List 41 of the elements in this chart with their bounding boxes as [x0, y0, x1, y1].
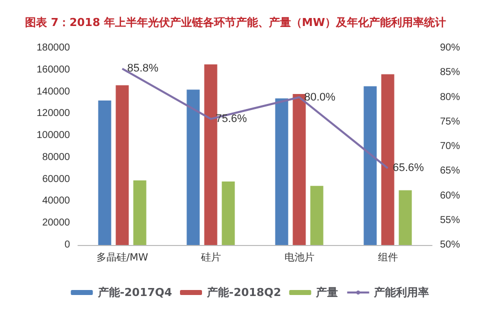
bar — [364, 86, 377, 245]
y-tick-label: 80000 — [42, 152, 70, 163]
y-tick-label: 120000 — [36, 108, 70, 120]
y2-tick-label: 85% — [440, 67, 460, 78]
bar — [292, 94, 306, 245]
bar — [186, 90, 200, 245]
bar — [275, 98, 288, 245]
y2-tick-label: 65% — [440, 166, 460, 177]
bar — [381, 74, 394, 245]
data-label: 85.8% — [127, 62, 159, 75]
y-tick-label: 140000 — [36, 86, 70, 98]
y-tick-label: 0 — [64, 240, 70, 250]
y-tick-label: 160000 — [36, 64, 70, 76]
y-tick-label: 100000 — [36, 130, 70, 142]
chart-title: 图表 7：2018 年上半年光伏产业链各环节产能、产量（MW）及年化产能利用率统计 — [25, 16, 446, 29]
y2-tick-label: 70% — [440, 141, 460, 152]
y2-tick-label: 90% — [440, 42, 460, 54]
y-tick-label: 40000 — [42, 196, 70, 207]
legend-label: 产能-2018Q2 — [206, 286, 282, 299]
bar — [98, 100, 112, 245]
bar — [398, 190, 412, 245]
bar — [222, 182, 235, 245]
bar — [310, 186, 324, 245]
y2-tick-label: 75% — [440, 116, 460, 128]
bar — [116, 85, 129, 245]
y2-tick-label: 80% — [440, 92, 460, 103]
y-tick-label: 20000 — [42, 218, 70, 229]
x-tick-label: 电池片 — [284, 252, 314, 264]
bar — [204, 64, 218, 245]
x-tick-label: 多晶硅/MW — [96, 252, 148, 264]
y2-tick-label: 60% — [440, 190, 460, 202]
y-tick-label: 60000 — [42, 174, 70, 185]
x-tick-label: 硅片 — [200, 252, 221, 264]
legend-label: 产能利用率 — [373, 286, 430, 299]
bar — [133, 180, 146, 245]
legend-label: 产能-2017Q4 — [96, 286, 172, 299]
legend-label: 产量 — [315, 286, 338, 299]
y-tick-label: 180000 — [36, 42, 70, 54]
y2-tick-label: 50% — [440, 240, 460, 250]
y2-tick-label: 55% — [440, 214, 460, 226]
x-tick-label: 组件 — [378, 252, 398, 264]
